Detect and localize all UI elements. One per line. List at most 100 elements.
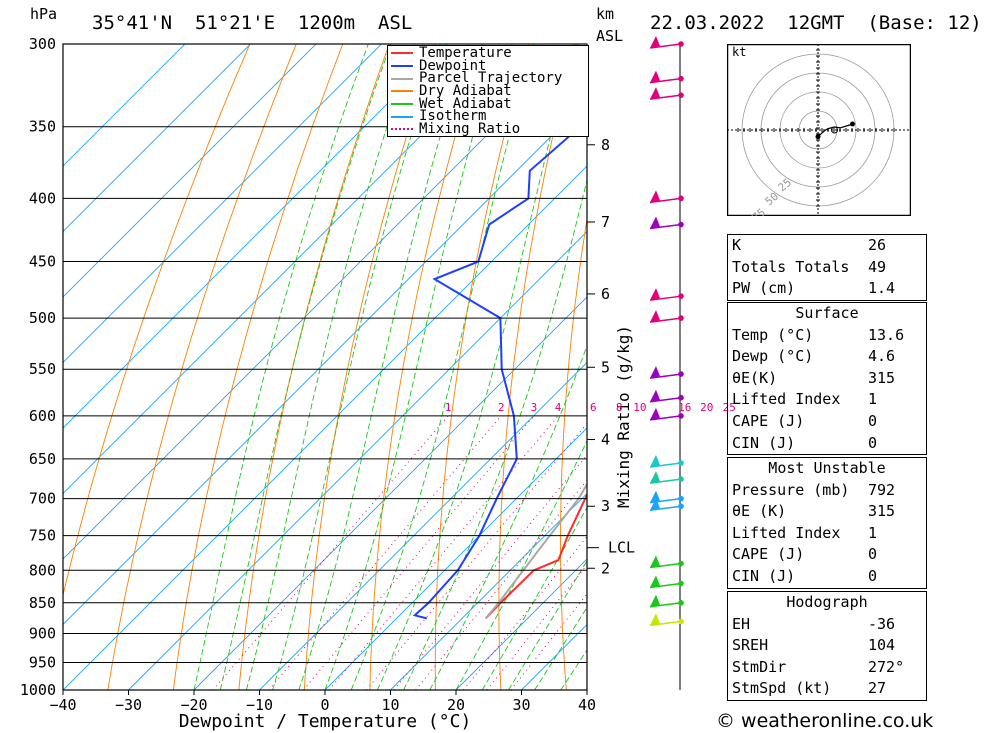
isotherm-line [63,44,317,298]
temperature-tick-label: −10 [246,696,273,714]
dry-adiabat-line [434,44,529,690]
index-value: 315 [868,502,896,521]
hodograph-index-row: SREH 104 [728,635,926,657]
wind-barb-dot [678,394,684,401]
mixing-ratio-label: 10 [633,401,646,414]
wind-barb-flag [650,310,660,323]
pressure-tick-label: 700 [29,490,56,508]
most-unstable-title: Most Unstable [768,459,886,477]
legend-swatch [391,65,413,68]
index-value: 26 [868,236,887,254]
temperature-tick-label: −40 [49,696,76,714]
wind-barb [649,223,682,230]
wind-barb-flag [650,498,660,511]
dry-adiabat-line [560,216,587,690]
hodograph-index-row: StmSpd (kt) 27 [728,678,926,700]
legend-entry: Mixing Ratio [388,122,588,136]
wind-barb-flag [650,471,660,484]
temperature-tick-label: 20 [447,696,465,714]
wind-barb [649,505,682,511]
wind-barb-flag [650,594,660,607]
mixing-ratio-label: 2 [498,401,505,414]
pressure-tick-label: 750 [29,527,56,545]
hodograph-storm-motion [831,126,838,134]
index-label: StmSpd (kt) [732,679,832,698]
legend-entry: Temperature [388,46,588,60]
wind-barb [649,373,682,379]
isotherm-line [390,492,587,690]
index-value: 1 [868,523,878,542]
index-row: Totals Totals 49 [728,257,926,279]
pressure-tick-label: 950 [29,653,56,671]
temperature-tick-label: −30 [115,696,142,714]
index-label: θE(K) [732,368,778,387]
wind-barb-flag [650,407,660,420]
surface-row: CIN (J) 0 [728,433,926,455]
wind-barb [649,415,682,421]
hodograph-unit-label: kt [732,45,747,59]
wind-barb-dot [678,460,684,466]
legend-swatch [391,90,413,93]
wind-barb [649,462,682,468]
legend-swatch [391,115,413,118]
wind-barb-flag [650,87,660,100]
wind-barb-flag [650,36,660,48]
index-value: 0 [868,433,878,452]
index-label: EH [732,614,751,633]
mixing-ratio-label: 25 [723,401,736,414]
wet-adiabat-line [245,44,416,690]
wet-adiabat-line [350,44,535,690]
dry-adiabat-line [992,0,1000,716]
wet-adiabat-line [272,44,441,690]
surface-row: θE(K) 315 [728,368,926,390]
wind-barb-flag [650,490,660,503]
mixing-ratio-label: 20 [700,401,713,414]
wind-barb-dot [678,560,684,567]
wet-adiabat-line [403,178,587,690]
km-tick-label: 7 [601,213,610,231]
mixing-ratio-axis-title: Mixing Ratio (g/kg) [614,325,633,508]
most-unstable-row: CIN (J) 0 [728,566,926,588]
mixing-ratio-label: 16 [678,401,691,414]
wet-adiabat-line [508,560,587,690]
dry-adiabat-line [303,44,437,690]
legend-entry: Dry Adiabat [388,84,588,98]
wind-barb [649,620,682,627]
surface-block: Surface Temp (°C) 13.6 Dewp (°C) 4.6 θE(K) 315… [727,302,927,456]
legend-swatch [391,128,413,131]
hodograph-index-row: StmDir 272° [728,657,926,679]
wind-barb-dot [678,221,684,228]
index-value: 0 [868,566,878,585]
km-tick-label: 4 [601,431,610,449]
surface-title: Surface [795,304,859,322]
wind-barb [649,478,682,484]
hodograph-index-block: Hodograph EH -36 SREH 104 StmDir 272° StmSpd (k… [727,591,927,701]
legend-label: Wet Adiabat [419,95,512,112]
pressure-tick-label: 900 [29,624,56,642]
mixing-ratio-label: 1 [445,401,452,414]
pressure-unit-label: hPa [30,5,58,23]
index-label: K [732,236,742,254]
hodograph-ring-label: 75 [750,206,769,216]
legend-entry: Isotherm [388,110,588,123]
legend: Temperature Dewpoint Parcel Trajectory Dry … [387,45,589,137]
wind-barb-flag [650,454,660,467]
wind-barb-dot [678,618,684,625]
dry-adiabat-line [238,44,390,690]
index-label: Dewp (°C) [732,347,814,366]
wind-barb-dot [678,41,684,47]
legend-swatch [391,77,413,80]
pressure-tick-label: 450 [29,253,56,271]
mixing-ratio-line [268,415,502,690]
wet-adiabat-line [481,506,587,690]
parcel-trajectory [484,482,587,620]
x-axis-title: Dewpoint / Temperature (°C) [179,711,472,732]
hodograph-index-title: Hodograph [786,593,868,611]
datetime-title: 22.03.2022 12GMT (Base: 12) [650,12,982,34]
pressure-tick-label: 800 [29,561,56,579]
asl-unit-label: ASL [596,27,624,45]
hodograph-start-dot [815,134,821,140]
index-label: CIN (J) [732,566,796,585]
wind-barb [649,396,682,403]
